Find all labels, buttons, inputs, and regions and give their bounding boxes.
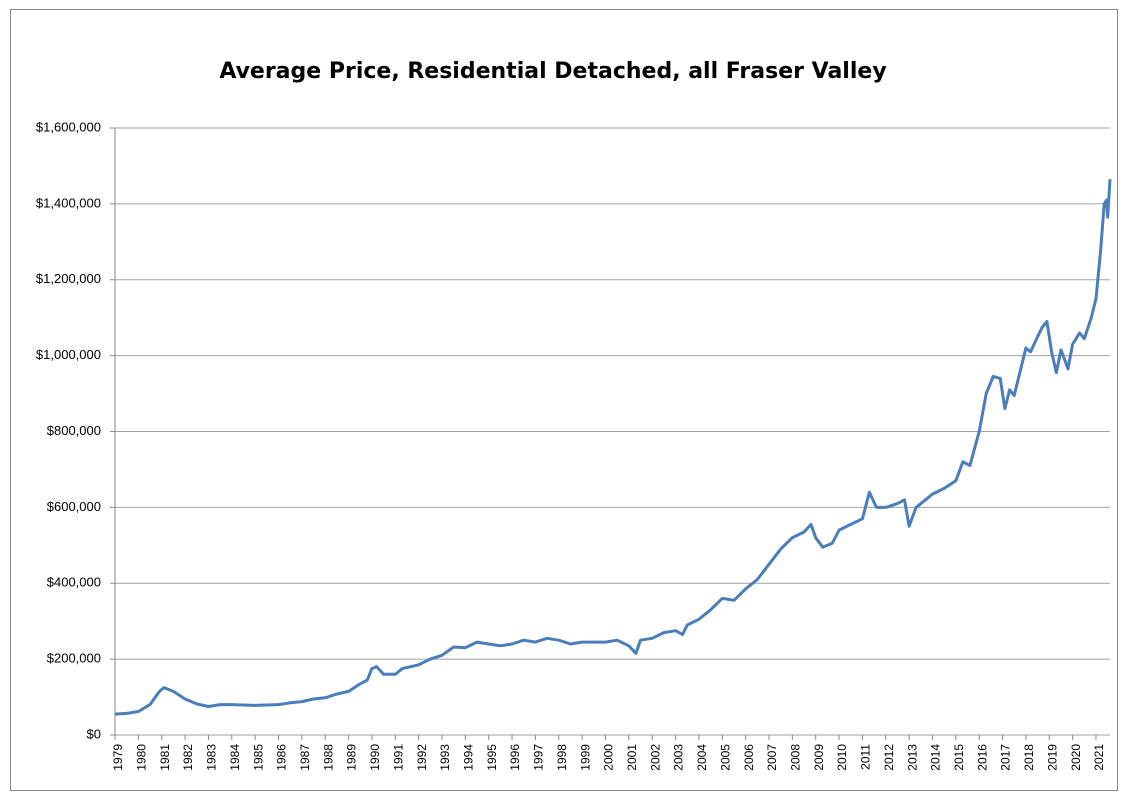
x-tick-label: 2005 (718, 744, 732, 771)
y-tick-label: $0 (87, 726, 101, 741)
x-tick-label: 2009 (812, 744, 826, 771)
y-tick-label: $1,600,000 (36, 119, 101, 134)
x-tick-label: 2010 (835, 744, 849, 771)
x-tick-label: 2017 (999, 744, 1013, 771)
x-tick-label: 1999 (578, 744, 592, 771)
x-tick-label: 2001 (625, 744, 639, 771)
x-tick-label: 2012 (882, 744, 896, 771)
x-tick-label: 1983 (205, 744, 219, 771)
x-tick-label: 1980 (135, 744, 149, 771)
x-tick-label: 2016 (975, 744, 989, 771)
x-tick-label: 2021 (1092, 744, 1106, 771)
x-tick-label: 2006 (742, 744, 756, 771)
x-tick-label: 2020 (1069, 744, 1083, 771)
x-tick-label: 2004 (695, 744, 709, 771)
x-tick-label: 1990 (368, 744, 382, 771)
y-tick-label: $1,400,000 (36, 195, 101, 210)
x-tick-label: 2007 (765, 744, 779, 771)
x-tick-label: 2013 (905, 744, 919, 771)
x-tick-label: 1993 (438, 744, 452, 771)
x-tick-label: 1979 (111, 744, 125, 771)
x-tick-label: 1988 (321, 744, 335, 771)
x-tick-label: 2002 (648, 744, 662, 771)
x-tick-label: 1991 (391, 744, 405, 771)
x-tick-label: 1994 (462, 744, 476, 771)
x-tick-label: 1981 (158, 744, 172, 771)
x-tick-label: 1986 (275, 744, 289, 771)
y-tick-label: $1,200,000 (36, 271, 101, 286)
x-tick-label: 1985 (251, 744, 265, 771)
y-tick-label: $400,000 (47, 575, 101, 590)
chart-frame (10, 9, 1118, 791)
x-tick-label: 2000 (602, 744, 616, 771)
x-tick-label: 1996 (508, 744, 522, 771)
x-tick-label: 1997 (532, 744, 546, 771)
x-tick-label: 2008 (789, 744, 803, 771)
price-line (114, 179, 1112, 716)
x-tick-label: 2014 (929, 744, 943, 771)
x-tick-label: 1989 (345, 744, 359, 771)
x-tick-label: 1998 (555, 744, 569, 771)
x-tick-label: 2003 (672, 744, 686, 771)
x-tick-label: 1992 (415, 744, 429, 771)
x-tick-label: 2019 (1045, 744, 1059, 771)
x-tick-label: 2018 (1022, 744, 1036, 771)
y-tick-label: $200,000 (47, 651, 101, 666)
x-tick-label: 1995 (485, 744, 499, 771)
x-tick-label: 1987 (298, 744, 312, 771)
x-tick-label: 2015 (952, 744, 966, 771)
x-tick-label: 1982 (181, 744, 195, 771)
chart-title: Average Price, Residential Detached, all… (219, 59, 886, 84)
x-tick-label: 2011 (859, 744, 873, 770)
y-tick-label: $600,000 (47, 499, 101, 514)
x-tick-label: 1984 (228, 744, 242, 771)
y-tick-label: $800,000 (47, 423, 101, 438)
y-tick-label: $1,000,000 (36, 347, 101, 362)
